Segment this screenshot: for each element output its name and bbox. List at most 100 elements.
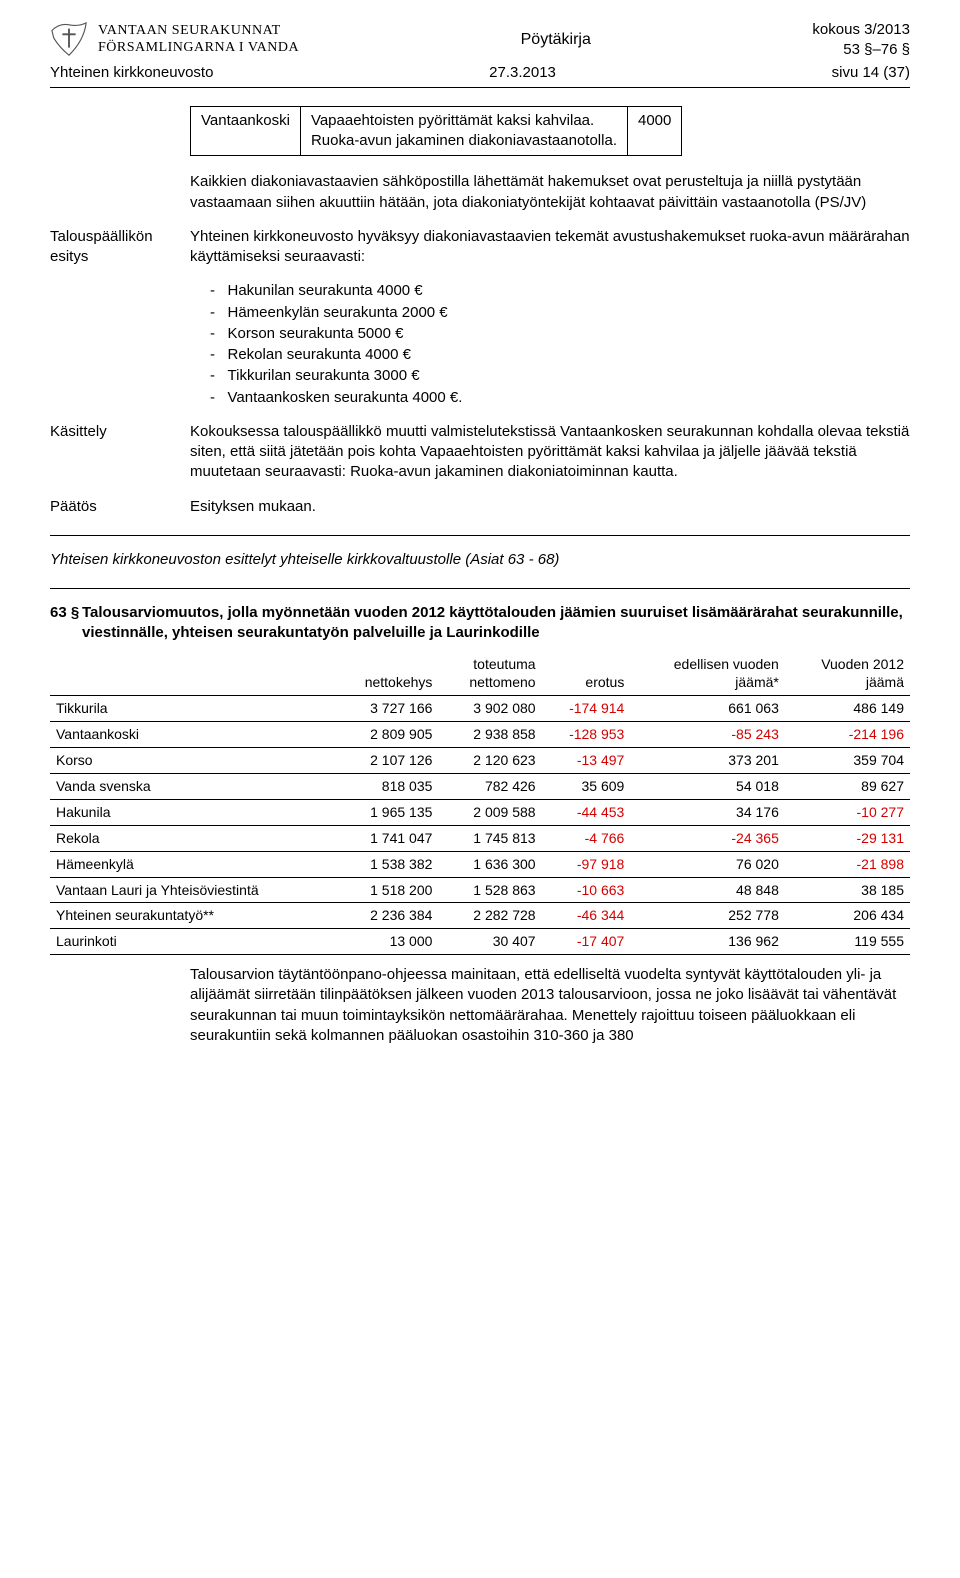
col-header: toteutumanettomeno [438, 652, 541, 696]
table-cell: 30 407 [438, 929, 541, 955]
table-cell: 54 018 [630, 773, 785, 799]
amount-cell: 4000 [627, 106, 681, 156]
table-cell: -46 344 [542, 903, 631, 929]
brand-line2: FÖRSAMLINGARNA I VANDA [98, 40, 299, 57]
table-cell: Laurinkoti [50, 929, 333, 955]
meeting-id: kokous 3/2013 [812, 20, 910, 40]
section-range: 53 §–76 § [812, 40, 910, 60]
table-cell: 2 282 728 [438, 903, 541, 929]
table-cell: 136 962 [630, 929, 785, 955]
table-row: Hämeenkylä1 538 3821 636 300-97 91876 02… [50, 851, 910, 877]
table-cell: -44 453 [542, 799, 631, 825]
kasittely-text: Kokouksessa talouspäällikkö muutti valmi… [190, 422, 910, 483]
doc-type: Pöytäkirja [521, 29, 591, 51]
page-number: sivu 14 (37) [832, 63, 910, 83]
table-cell: 1 528 863 [438, 877, 541, 903]
table-cell: Tikkurila [50, 696, 333, 722]
header-left: VANTAAN SEURAKUNNAT FÖRSAMLINGARNA I VAN… [50, 21, 299, 59]
table-cell: -13 497 [542, 748, 631, 774]
table-cell: 486 149 [785, 696, 910, 722]
section-num: 63 § [50, 603, 82, 644]
table-cell: 2 009 588 [438, 799, 541, 825]
table-cell: 89 627 [785, 773, 910, 799]
table-cell: 3 727 166 [333, 696, 438, 722]
brand-line1: VANTAAN SEURAKUNNAT [98, 23, 299, 40]
table-row: Vantaan Lauri ja Yhteisöviestintä1 518 2… [50, 877, 910, 903]
table-row: Vanda svenska818 035782 42635 60954 0188… [50, 773, 910, 799]
table-cell: Vantaankoski [50, 722, 333, 748]
col-header: Vuoden 2012jäämä [785, 652, 910, 696]
table-cell: Hakunila [50, 799, 333, 825]
table-cell: -21 898 [785, 851, 910, 877]
table-row: Rekola1 741 0471 745 813-4 766-24 365-29… [50, 825, 910, 851]
table-cell: 2 938 858 [438, 722, 541, 748]
table-cell: 2 120 623 [438, 748, 541, 774]
paatos-text: Esityksen mukaan. [190, 497, 910, 517]
agenda-line: Yhteisen kirkkoneuvoston esittelyt yhtei… [50, 550, 910, 570]
table-cell: Vantaan Lauri ja Yhteisöviestintä [50, 877, 333, 903]
col-header: nettokehys [333, 652, 438, 696]
logo-icon [50, 21, 88, 59]
table-cell: 3 902 080 [438, 696, 541, 722]
table-header-row: nettokehys toteutumanettomeno erotus ede… [50, 652, 910, 696]
table-cell: Rekola [50, 825, 333, 851]
section-title: Talousarviomuutos, jolla myönnetään vuod… [82, 603, 910, 644]
table-cell: 373 201 [630, 748, 785, 774]
table-cell: -10 663 [542, 877, 631, 903]
separator [50, 535, 910, 536]
table-cell: 1 636 300 [438, 851, 541, 877]
col-header: edellisen vuodenjäämä* [630, 652, 785, 696]
table-cell: 359 704 [785, 748, 910, 774]
list-item: - Korson seurakunta 5000 € [210, 324, 910, 344]
footer-para: Talousarvion täytäntöönpano-ohjeessa mai… [190, 965, 910, 1046]
subheader: Yhteinen kirkkoneuvosto 27.3.2013 sivu 1… [50, 63, 910, 88]
table-cell: 34 176 [630, 799, 785, 825]
list-item: - Vantaankosken seurakunta 4000 €. [210, 388, 910, 408]
paatos-label: Päätös [50, 497, 190, 517]
desc-cell: Vapaaehtoisten pyörittämät kaksi kahvila… [300, 106, 627, 156]
table-cell: 119 555 [785, 929, 910, 955]
kasittely-label: Käsittely [50, 422, 190, 483]
list-item: - Rekolan seurakunta 4000 € [210, 345, 910, 365]
table-cell: -214 196 [785, 722, 910, 748]
brand-text: VANTAAN SEURAKUNNAT FÖRSAMLINGARNA I VAN… [98, 23, 299, 57]
table-cell: 38 185 [785, 877, 910, 903]
col-header [50, 652, 333, 696]
table-cell: 35 609 [542, 773, 631, 799]
table-cell: 13 000 [333, 929, 438, 955]
table-cell: -174 914 [542, 696, 631, 722]
table-cell: 661 063 [630, 696, 785, 722]
header-right: kokous 3/2013 53 §–76 § [812, 20, 910, 61]
allocation-list: - Hakunilan seurakunta 4000 € - Hämeenky… [210, 281, 910, 408]
list-item: - Tikkurilan seurakunta 3000 € [210, 366, 910, 386]
table-cell: 1 965 135 [333, 799, 438, 825]
table-row: Hakunila1 965 1352 009 588-44 45334 176-… [50, 799, 910, 825]
table-cell: -4 766 [542, 825, 631, 851]
table-cell: 76 020 [630, 851, 785, 877]
table-cell: -97 918 [542, 851, 631, 877]
table-cell: 818 035 [333, 773, 438, 799]
table-cell: -17 407 [542, 929, 631, 955]
table-cell: 206 434 [785, 903, 910, 929]
table-row: Korso2 107 1262 120 623-13 497373 201359… [50, 748, 910, 774]
table-cell: -10 277 [785, 799, 910, 825]
table-cell: 2 107 126 [333, 748, 438, 774]
esitys-row: Talouspäällikön esitys Yhteinen kirkkone… [50, 227, 910, 268]
table-cell: 2 236 384 [333, 903, 438, 929]
table-cell: 1 741 047 [333, 825, 438, 851]
table-cell: 782 426 [438, 773, 541, 799]
board-name: Yhteinen kirkkoneuvosto [50, 63, 213, 83]
list-item: - Hämeenkylän seurakunta 2000 € [210, 303, 910, 323]
table-cell: -85 243 [630, 722, 785, 748]
table-cell: -128 953 [542, 722, 631, 748]
col-header: erotus [542, 652, 631, 696]
table-row: Laurinkoti13 00030 407-17 407136 962119 … [50, 929, 910, 955]
table-row: Tikkurila3 727 1663 902 080-174 914661 0… [50, 696, 910, 722]
table-cell: Vanda svenska [50, 773, 333, 799]
table-cell: 1 518 200 [333, 877, 438, 903]
table-cell: 252 778 [630, 903, 785, 929]
list-item: - Hakunilan seurakunta 4000 € [210, 281, 910, 301]
table-cell: 1 745 813 [438, 825, 541, 851]
budget-table: nettokehys toteutumanettomeno erotus ede… [50, 652, 910, 956]
table-cell: 2 809 905 [333, 722, 438, 748]
